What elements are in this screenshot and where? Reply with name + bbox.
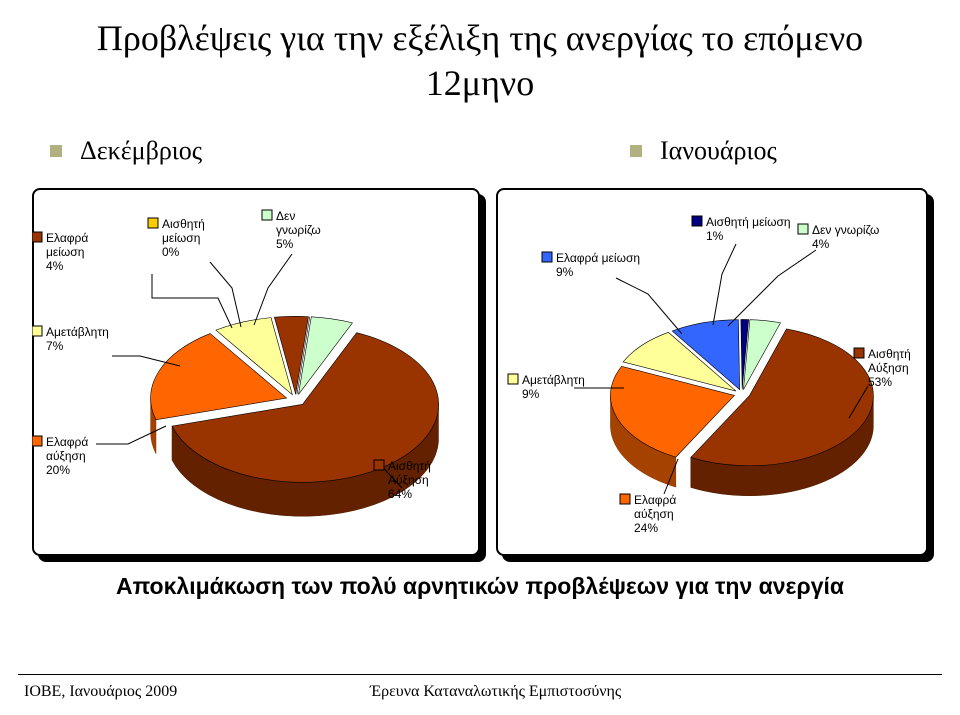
slice-label: 24% — [634, 521, 658, 535]
footer-left: ΙΟΒΕ, Ιανουάριος 2009 — [24, 683, 177, 701]
right-pie-panel: Ελαφρά μείωση9%Αισθητή μείωση1%Δεν γνωρί… — [496, 188, 928, 556]
column-headers: Δεκέμβριος Ιανουάριος — [50, 136, 910, 166]
slice-label: 20% — [46, 463, 70, 477]
right-column-label: Ιανουάριος — [660, 136, 777, 166]
legend-swatch — [374, 460, 384, 470]
slice-label: Αισθητή — [868, 347, 911, 361]
bullet-icon — [630, 145, 642, 157]
slice-label: Δεν — [276, 209, 295, 223]
slice-label: αύξηση — [634, 507, 674, 521]
slice-label: 64% — [388, 487, 412, 501]
legend-swatch — [32, 232, 42, 242]
leader-line — [713, 244, 736, 325]
slice-label: μείωση — [46, 245, 84, 259]
footer-divider — [18, 674, 942, 675]
left-pie-chart: Ελαφράμείωση4%Αισθητήμείωση0%Δενγνωρίζω5… — [32, 188, 480, 556]
legend-swatch — [32, 326, 42, 336]
slice-label: 4% — [812, 237, 830, 251]
bullet-icon — [50, 145, 62, 157]
slice-label: 5% — [276, 237, 294, 251]
slice-label: Αύξηση — [868, 361, 909, 375]
slice-label: Ελαφρά μείωση — [556, 251, 640, 265]
slice-label: Ελαφρά — [634, 493, 676, 507]
slide-page: Προβλέψεις για την εξέλιξη της ανεργίας … — [0, 0, 960, 715]
legend-swatch — [508, 374, 518, 384]
slice-label: 4% — [46, 259, 64, 273]
conclusion-text: Αποκλιμάκωση των πολύ αρνητικών προβλέψε… — [60, 572, 900, 602]
slice-label: αύξηση — [46, 449, 86, 463]
slice-label: γνωρίζω — [276, 223, 321, 237]
slice-label: Αισθητή — [162, 217, 205, 231]
legend-swatch — [148, 218, 158, 228]
slice-label: 9% — [522, 387, 540, 401]
right-column-header: Ιανουάριος — [330, 136, 910, 166]
slice-label: Δεν γνωρίζω — [812, 223, 879, 237]
slice-label: μείωση — [162, 231, 200, 245]
leader-line — [254, 254, 292, 325]
slice-label: 53% — [868, 375, 892, 389]
legend-swatch — [542, 252, 552, 262]
left-column-header: Δεκέμβριος — [50, 136, 330, 166]
legend-swatch — [692, 216, 702, 226]
leader-line — [210, 262, 241, 327]
leader-line — [616, 278, 682, 334]
legend-swatch — [620, 494, 630, 504]
leader-line — [152, 274, 232, 328]
slice-label: Ελαφρά — [46, 231, 88, 245]
right-pie-chart: Ελαφρά μείωση9%Αισθητή μείωση1%Δεν γνωρί… — [496, 188, 928, 556]
slice-label: 0% — [162, 245, 180, 259]
slice-label: Αύξηση — [388, 473, 429, 487]
legend-swatch — [854, 348, 864, 358]
slice-label: Αμετάβλητη — [46, 325, 109, 339]
left-column-label: Δεκέμβριος — [80, 136, 202, 166]
slice-label: 1% — [706, 229, 724, 243]
leader-line — [728, 250, 816, 326]
slice-label: Ελαφρά — [46, 435, 88, 449]
legend-swatch — [32, 436, 42, 446]
slice-label: 7% — [46, 339, 64, 353]
left-pie-panel: Ελαφράμείωση4%Αισθητήμείωση0%Δενγνωρίζω5… — [32, 188, 480, 556]
slice-label: 9% — [556, 265, 574, 279]
legend-swatch — [798, 224, 808, 234]
legend-swatch — [262, 210, 272, 220]
slide-title: Προβλέψεις για την εξέλιξη της ανεργίας … — [50, 16, 910, 106]
slice-label: Αισθητή — [388, 459, 431, 473]
slice-label: Αισθητή μείωση — [706, 215, 791, 229]
footer-center: Έρευνα Καταναλωτικής Εμπιστοσύνης — [370, 683, 621, 701]
slice-label: Αμετάβλητη — [522, 373, 585, 387]
